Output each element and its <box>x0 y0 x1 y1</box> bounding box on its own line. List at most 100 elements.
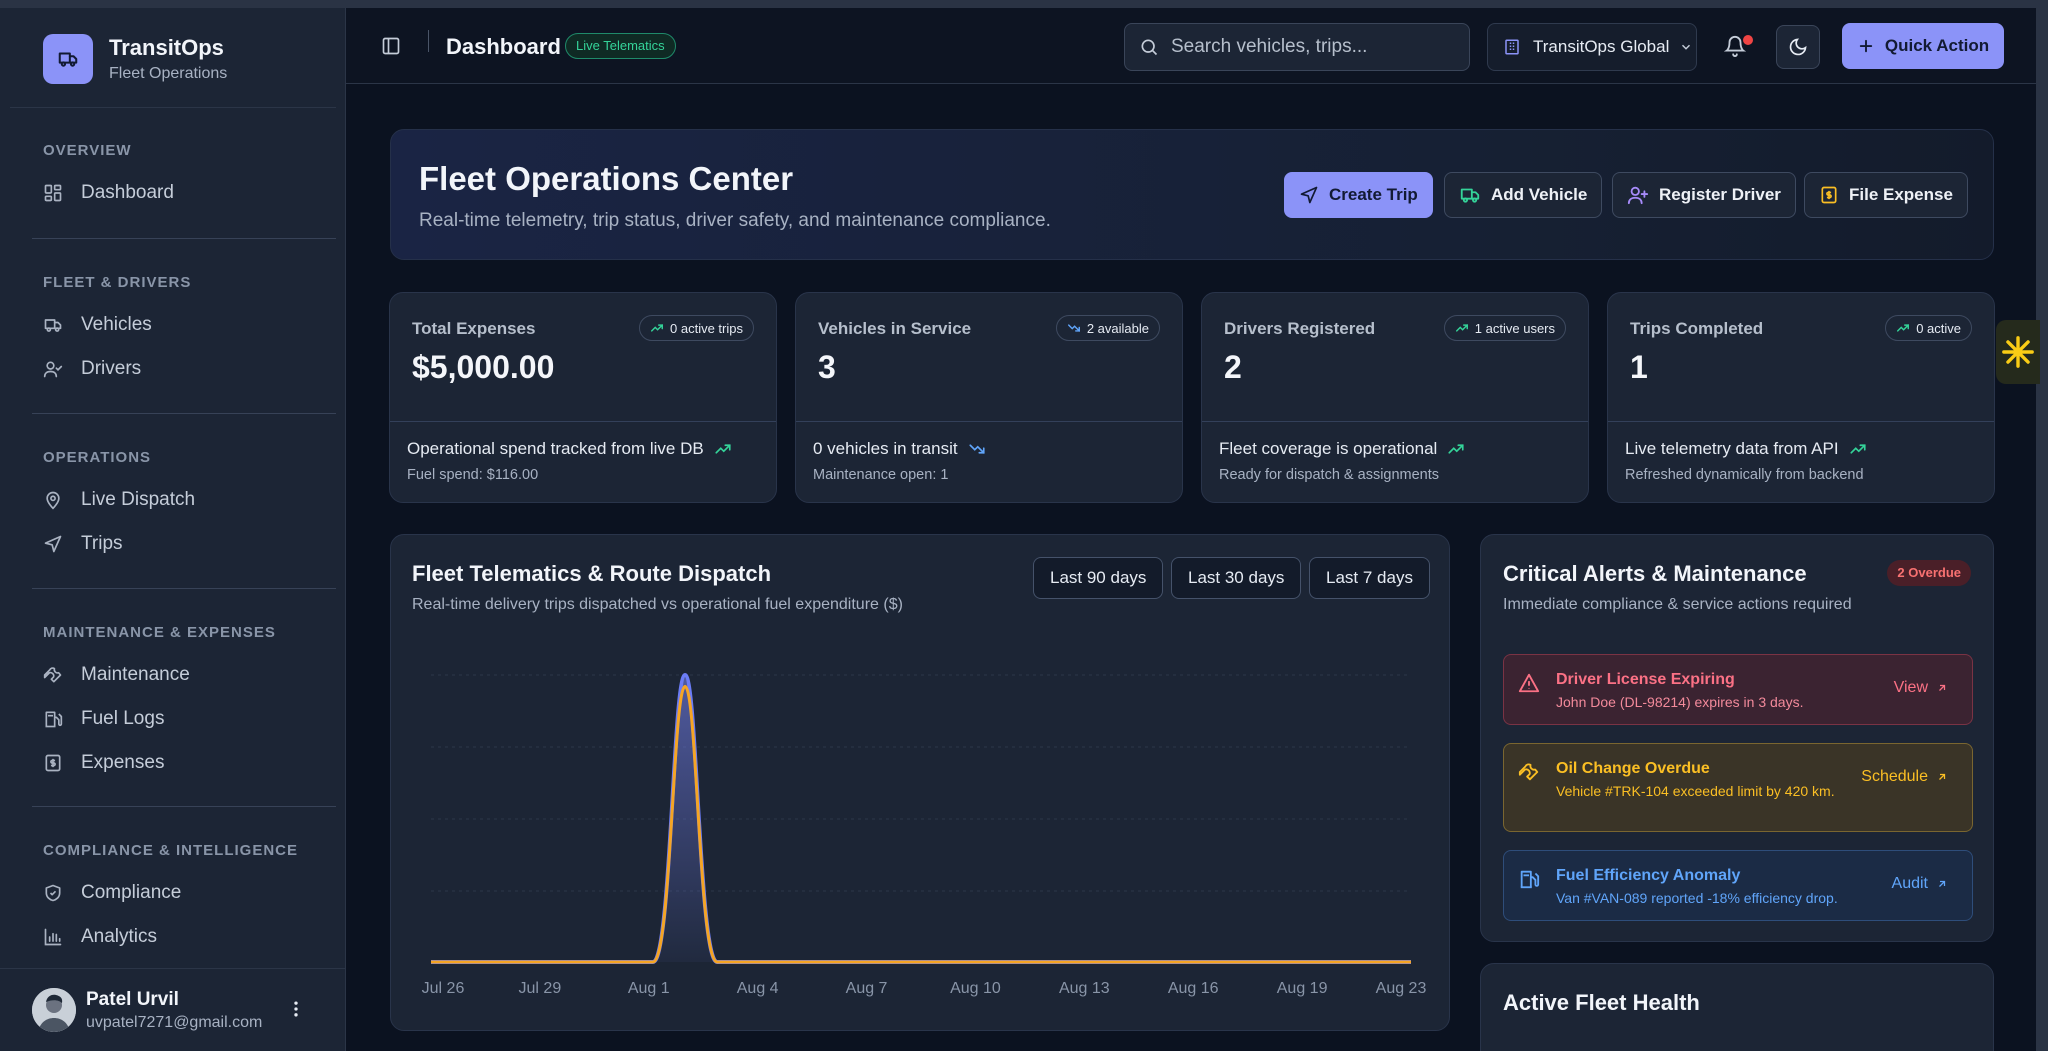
divider <box>428 30 429 52</box>
kpi-footer: 0 vehicles in transit <box>813 439 986 459</box>
range-button-7-days[interactable]: Last 7 days <box>1309 557 1430 599</box>
x-tick-label: Aug 23 <box>1376 980 1427 997</box>
audit-button[interactable]: Audit <box>1892 875 1948 893</box>
chart-title: Fleet Telematics & Route Dispatch <box>412 561 772 586</box>
shield-check-icon <box>45 884 61 902</box>
window-top-strip <box>0 0 2048 8</box>
sparkle-icon <box>2002 336 2034 368</box>
chart-subtitle: Real-time delivery trips dispatched vs o… <box>412 596 903 613</box>
org-selector[interactable]: TransitOps Global <box>1487 23 1697 71</box>
sidebar-item-label: Dashboard <box>81 182 174 203</box>
add-vehicle-button[interactable]: Add Vehicle <box>1444 172 1603 218</box>
sidebar-item-label: Drivers <box>81 358 142 379</box>
trending-up-icon <box>715 444 731 454</box>
range-button-30-days[interactable]: Last 30 days <box>1171 557 1302 599</box>
overdue-badge: 2 Overdue <box>1887 560 1971 586</box>
wrench-icon <box>1518 763 1539 781</box>
window-right-strip <box>2036 0 2048 1051</box>
search-box[interactable] <box>1124 23 1470 71</box>
alert-license-expiring: Driver License Expiring John Doe (DL-982… <box>1503 654 1973 725</box>
alerts-subtitle: Immediate compliance & service actions r… <box>1503 596 1852 613</box>
user-name: Patel Urvil <box>86 988 179 1010</box>
bar-chart-icon <box>44 928 62 946</box>
schedule-button[interactable]: Schedule <box>1861 768 1948 786</box>
kpi-label: Drivers Registered <box>1224 319 1376 338</box>
brand-title: TransitOps <box>109 35 224 60</box>
sidebar-item-trips[interactable]: Trips <box>32 522 336 566</box>
divider <box>32 588 336 589</box>
trending-down-icon <box>969 444 985 454</box>
nav-heading: FLEET & DRIVERS <box>43 274 192 291</box>
x-tick-label: Jul 29 <box>519 980 562 997</box>
nav-section-maintenance: MAINTENANCE & EXPENSES Maintenance Fuel … <box>32 624 336 785</box>
sidebar-item-label: Compliance <box>81 882 182 903</box>
sidebar-item-dashboard[interactable]: Dashboard <box>32 171 336 215</box>
kpi-note: Fuel spend: $116.00 <box>407 467 539 483</box>
sidebar-item-maintenance[interactable]: Maintenance <box>32 653 336 697</box>
divider <box>32 238 336 239</box>
kpi-footer: Live telemetry data from API <box>1625 439 1867 459</box>
assistant-sparkle-button[interactable] <box>1996 320 2040 384</box>
kpi-badge-text: 0 active <box>1916 320 1961 336</box>
quick-action-button[interactable]: Quick Action <box>1842 23 2004 69</box>
brand-subtitle: Fleet Operations <box>109 65 228 82</box>
alert-title: Driver License Expiring <box>1556 671 1735 688</box>
truck-icon <box>1460 188 1480 203</box>
critical-alerts-card: Critical Alerts & Maintenance Immediate … <box>1480 534 1994 942</box>
divider <box>1202 421 1588 422</box>
trending-up-icon <box>1455 324 1468 332</box>
wrench-icon <box>43 667 62 683</box>
alert-fuel-efficiency: Fuel Efficiency Anomaly Van #VAN-089 rep… <box>1503 850 1973 921</box>
kpi-card-trips: Trips Completed 1 0 active Live telemetr… <box>1607 292 1995 503</box>
file-expense-label: File Expense <box>1849 185 1953 204</box>
series-line <box>431 684 1411 964</box>
sidebar-item-fuel-logs[interactable]: Fuel Logs <box>32 697 336 741</box>
more-vertical-icon[interactable] <box>286 999 306 1019</box>
sidebar-item-label: Analytics <box>81 926 158 947</box>
search-icon <box>1141 39 1158 56</box>
kpi-note: Maintenance open: 1 <box>813 467 949 483</box>
kpi-label: Trips Completed <box>1630 319 1764 338</box>
sidebar-item-label: Live Dispatch <box>81 489 196 510</box>
create-trip-button[interactable]: Create Trip <box>1284 172 1433 218</box>
sidebar-item-vehicles[interactable]: Vehicles <box>32 303 336 347</box>
kpi-value: 2 <box>1224 349 1242 385</box>
avatar <box>32 988 76 1032</box>
sidebar-item-drivers[interactable]: Drivers <box>32 347 336 391</box>
fuel-icon <box>1520 870 1540 889</box>
sidebar-item-live-dispatch[interactable]: Live Dispatch <box>32 478 336 522</box>
arrow-up-right-icon <box>1939 773 1946 780</box>
nav-heading: COMPLIANCE & INTELLIGENCE <box>43 842 299 859</box>
trending-down-icon <box>1067 324 1080 332</box>
moon-icon <box>1789 38 1807 56</box>
alert-action-label: Audit <box>1891 875 1928 892</box>
sidebar-toggle-icon[interactable] <box>381 36 401 56</box>
kpi-label: Total Expenses <box>412 319 536 338</box>
x-tick-label: Aug 13 <box>1059 980 1110 997</box>
dashboard-icon <box>44 184 62 202</box>
kpi-note: Refreshed dynamically from backend <box>1625 467 1864 483</box>
divider <box>32 413 336 414</box>
nav-heading: OVERVIEW <box>43 142 132 159</box>
view-button[interactable]: View <box>1894 679 1948 697</box>
sidebar-item-compliance[interactable]: Compliance <box>32 871 336 915</box>
search-input[interactable] <box>1171 36 1451 58</box>
alert-title: Fuel Efficiency Anomaly <box>1556 867 1741 884</box>
bell-icon[interactable] <box>1724 35 1746 57</box>
sidebar-item-expenses[interactable]: Expenses <box>32 741 336 785</box>
sidebar-item-label: Trips <box>81 533 123 554</box>
nav-section-compliance: COMPLIANCE & INTELLIGENCE Compliance Ana… <box>32 842 336 959</box>
sidebar-item-analytics[interactable]: Analytics <box>32 915 336 959</box>
alert-triangle-icon <box>1518 673 1540 693</box>
nav-section-fleet: FLEET & DRIVERS Vehicles Drivers <box>32 274 336 391</box>
file-expense-button[interactable]: File Expense <box>1804 172 1968 218</box>
org-name: TransitOps Global <box>1533 37 1670 56</box>
range-button-90-days[interactable]: Last 90 days <box>1033 557 1164 599</box>
theme-toggle-button[interactable] <box>1776 25 1820 69</box>
brand[interactable]: TransitOps Fleet Operations <box>43 34 227 84</box>
user-profile[interactable]: Patel Urvil uvpatel7271@gmail.com <box>0 968 346 1051</box>
receipt-icon <box>1821 186 1837 204</box>
register-driver-button[interactable]: Register Driver <box>1612 172 1796 218</box>
nav-section-overview: OVERVIEW Dashboard <box>32 142 336 215</box>
add-vehicle-label: Add Vehicle <box>1491 185 1588 204</box>
